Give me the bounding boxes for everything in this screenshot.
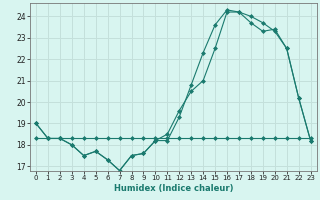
X-axis label: Humidex (Indice chaleur): Humidex (Indice chaleur) — [114, 184, 233, 193]
